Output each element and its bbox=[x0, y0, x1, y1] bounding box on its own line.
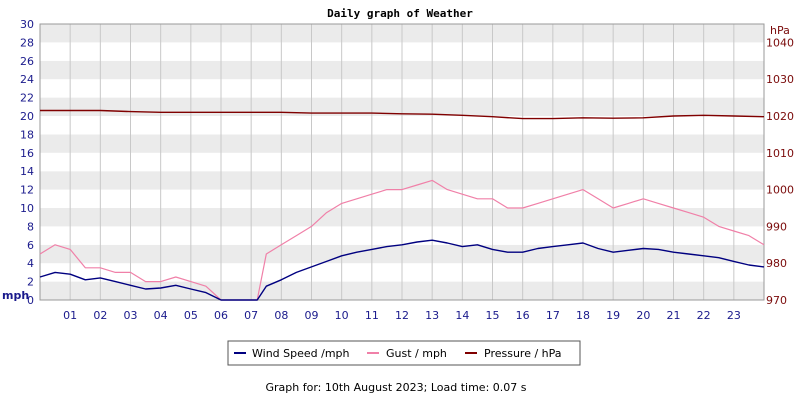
legend-box bbox=[227, 340, 581, 366]
x-tick-label: 16 bbox=[516, 309, 530, 322]
left-tick-label: 22 bbox=[20, 92, 34, 105]
right-tick-label: 990 bbox=[766, 220, 787, 233]
x-tick-label: 17 bbox=[546, 309, 560, 322]
left-tick-label: 18 bbox=[20, 128, 34, 141]
x-tick-label: 07 bbox=[244, 309, 258, 322]
right-tick-label: 1030 bbox=[766, 73, 794, 86]
vertical-grid bbox=[69, 24, 735, 300]
left-tick-label: 26 bbox=[20, 55, 34, 68]
x-tick-label: 10 bbox=[335, 309, 349, 322]
plot-frame bbox=[39, 23, 765, 301]
left-axis-unit: mph bbox=[2, 289, 29, 302]
left-tick-label: 24 bbox=[20, 73, 34, 86]
left-tick-label: 20 bbox=[20, 110, 34, 123]
x-tick-label: 13 bbox=[425, 309, 439, 322]
x-tick-label: 04 bbox=[154, 309, 168, 322]
left-tick-label: 12 bbox=[20, 184, 34, 197]
x-tick-label: 08 bbox=[274, 309, 288, 322]
right-axis-unit: hPa bbox=[770, 24, 790, 37]
pressure-line bbox=[40, 109, 765, 120]
x-tick-label: 21 bbox=[667, 309, 681, 322]
left-tick-label: 14 bbox=[20, 165, 34, 178]
x-tick-label: 14 bbox=[455, 309, 469, 322]
left-tick-label: 6 bbox=[27, 239, 34, 252]
right-tick-label: 1020 bbox=[766, 110, 794, 123]
legend: Wind Speed /mph Gust / mph Pressure / hP… bbox=[227, 340, 581, 366]
right-axis-ticks: 970 980 990 1000 1010 1020 1030 1040 bbox=[766, 36, 794, 307]
legend-label-pressure: Pressure / hPa bbox=[484, 347, 562, 360]
left-tick-label: 4 bbox=[27, 257, 34, 270]
x-tick-label: 01 bbox=[63, 309, 77, 322]
x-tick-label: 03 bbox=[124, 309, 138, 322]
x-tick-label: 22 bbox=[697, 309, 711, 322]
x-tick-label: 05 bbox=[184, 309, 198, 322]
series-layer bbox=[39, 109, 765, 301]
right-tick-label: 980 bbox=[766, 257, 787, 270]
chart-title: Daily graph of Weather bbox=[327, 7, 473, 20]
left-tick-label: 30 bbox=[20, 18, 34, 31]
right-tick-label: 1040 bbox=[766, 36, 794, 49]
x-tick-label: 09 bbox=[305, 309, 319, 322]
legend-label-wind: Wind Speed /mph bbox=[252, 347, 350, 360]
gust-line bbox=[39, 179, 765, 301]
x-tick-label: 02 bbox=[93, 309, 107, 322]
left-tick-label: 10 bbox=[20, 202, 34, 215]
x-axis-ticks: 01 02 03 04 05 06 07 08 09 10 11 12 13 14 15 16 17 18 19 20… bbox=[63, 309, 741, 322]
left-tick-label: 16 bbox=[20, 147, 34, 160]
x-tick-label: 19 bbox=[606, 309, 620, 322]
x-tick-label: 18 bbox=[576, 309, 590, 322]
right-tick-label: 1000 bbox=[766, 184, 794, 197]
left-tick-label: 0 bbox=[27, 294, 34, 307]
left-tick-label: 8 bbox=[27, 220, 34, 233]
x-tick-label: 20 bbox=[636, 309, 650, 322]
right-tick-label: 970 bbox=[766, 294, 787, 307]
left-tick-label: 28 bbox=[20, 36, 34, 49]
x-tick-label: 15 bbox=[486, 309, 500, 322]
x-tick-label: 12 bbox=[395, 309, 409, 322]
wind-speed-line bbox=[39, 239, 765, 301]
footer-text: Graph for: 10th August 2023; Load time: … bbox=[266, 381, 527, 394]
x-tick-label: 06 bbox=[214, 309, 228, 322]
x-tick-label: 11 bbox=[365, 309, 379, 322]
legend-label-gust: Gust / mph bbox=[386, 347, 447, 360]
x-tick-label: 23 bbox=[727, 309, 741, 322]
right-tick-label: 1010 bbox=[766, 147, 794, 160]
left-tick-label: 2 bbox=[27, 276, 34, 289]
